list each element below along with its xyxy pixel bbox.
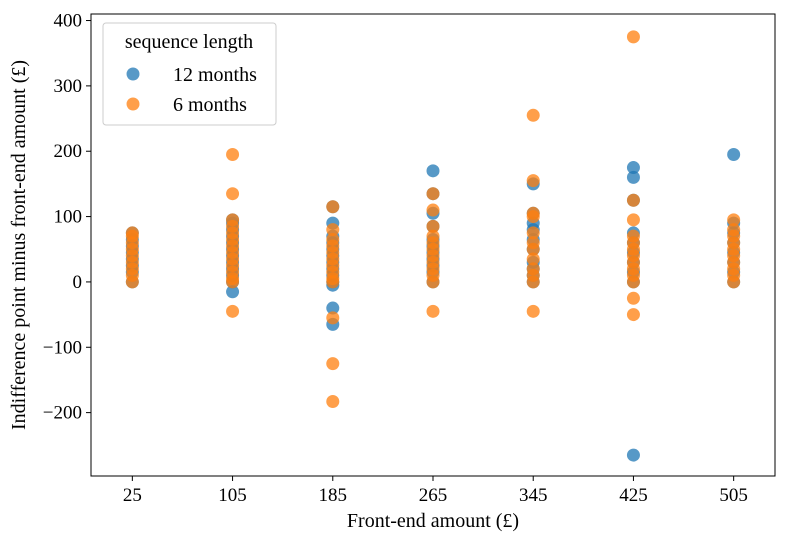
data-point-6-months (526, 108, 540, 122)
y-tick-label: 0 (73, 272, 83, 293)
data-point-6-months (526, 236, 540, 250)
x-tick-label: 105 (218, 485, 247, 506)
x-tick-label: 185 (319, 485, 348, 506)
data-point-6-months (326, 232, 340, 246)
points-layer (125, 30, 741, 462)
data-point-6-months (326, 200, 340, 214)
y-tick-label: 200 (54, 141, 83, 162)
data-point-6-months (526, 206, 540, 220)
data-point-6-months (326, 395, 340, 408)
x-tick-label: 505 (719, 485, 748, 506)
legend-marker-12-months (126, 67, 140, 81)
data-point-12-months (226, 285, 240, 299)
data-point-6-months (626, 30, 640, 44)
legend: sequence length 12 months 6 months (102, 22, 277, 126)
legend-box (102, 22, 277, 126)
x-tick-label: 265 (419, 485, 448, 506)
legend-label-6-months: 6 months (173, 94, 247, 116)
data-point-6-months (226, 304, 240, 318)
data-point-6-months (727, 223, 741, 237)
data-point-6-months (226, 187, 240, 201)
legend-title: sequence length (125, 31, 253, 53)
data-point-6-months (526, 252, 540, 266)
data-point-12-months (426, 164, 440, 178)
y-tick-label: −100 (43, 337, 82, 358)
data-point-6-months (326, 357, 340, 371)
data-point-6-months (426, 187, 440, 201)
y-tick-label: −200 (43, 403, 82, 424)
data-point-6-months (526, 304, 540, 318)
data-point-6-months (526, 262, 540, 276)
y-tick-label: 300 (54, 76, 83, 97)
data-point-12-months (626, 161, 640, 175)
data-point-6-months (626, 308, 640, 322)
data-point-6-months (426, 219, 440, 233)
data-point-6-months (626, 213, 640, 227)
data-point-6-months (426, 304, 440, 318)
data-point-6-months (226, 148, 240, 161)
data-point-6-months (626, 193, 640, 207)
y-axis-label: Indifference point minus front-end amoun… (8, 60, 30, 430)
data-point-6-months (626, 291, 640, 305)
x-tick-label: 25 (123, 485, 142, 506)
data-point-6-months (326, 223, 340, 237)
x-tick-label: 425 (619, 485, 648, 506)
data-point-6-months (125, 226, 139, 240)
data-point-6-months (426, 203, 440, 217)
y-tick-label: 100 (54, 207, 83, 228)
y-tick-label: 400 (54, 11, 83, 32)
legend-label-12-months: 12 months (173, 64, 257, 86)
legend-marker-6-months (126, 97, 140, 111)
data-point-12-months (626, 170, 640, 184)
y-axis-ticks: −200 −100 0 100 200 300 400 (43, 11, 91, 424)
x-axis-ticks: 25 105 185 265 345 425 505 (123, 476, 748, 506)
data-point-12-months (626, 448, 640, 462)
data-point-6-months (526, 174, 540, 188)
x-axis-label: Front-end amount (£) (347, 510, 519, 532)
data-point-6-months (226, 213, 240, 227)
data-point-6-months (526, 226, 540, 240)
data-point-6-months (727, 213, 741, 227)
data-point-12-months (326, 301, 340, 315)
x-tick-label: 345 (519, 485, 548, 506)
data-point-6-months (426, 229, 440, 243)
data-point-6-months (326, 311, 340, 325)
data-point-12-months (727, 148, 741, 161)
data-point-6-months (626, 229, 640, 243)
